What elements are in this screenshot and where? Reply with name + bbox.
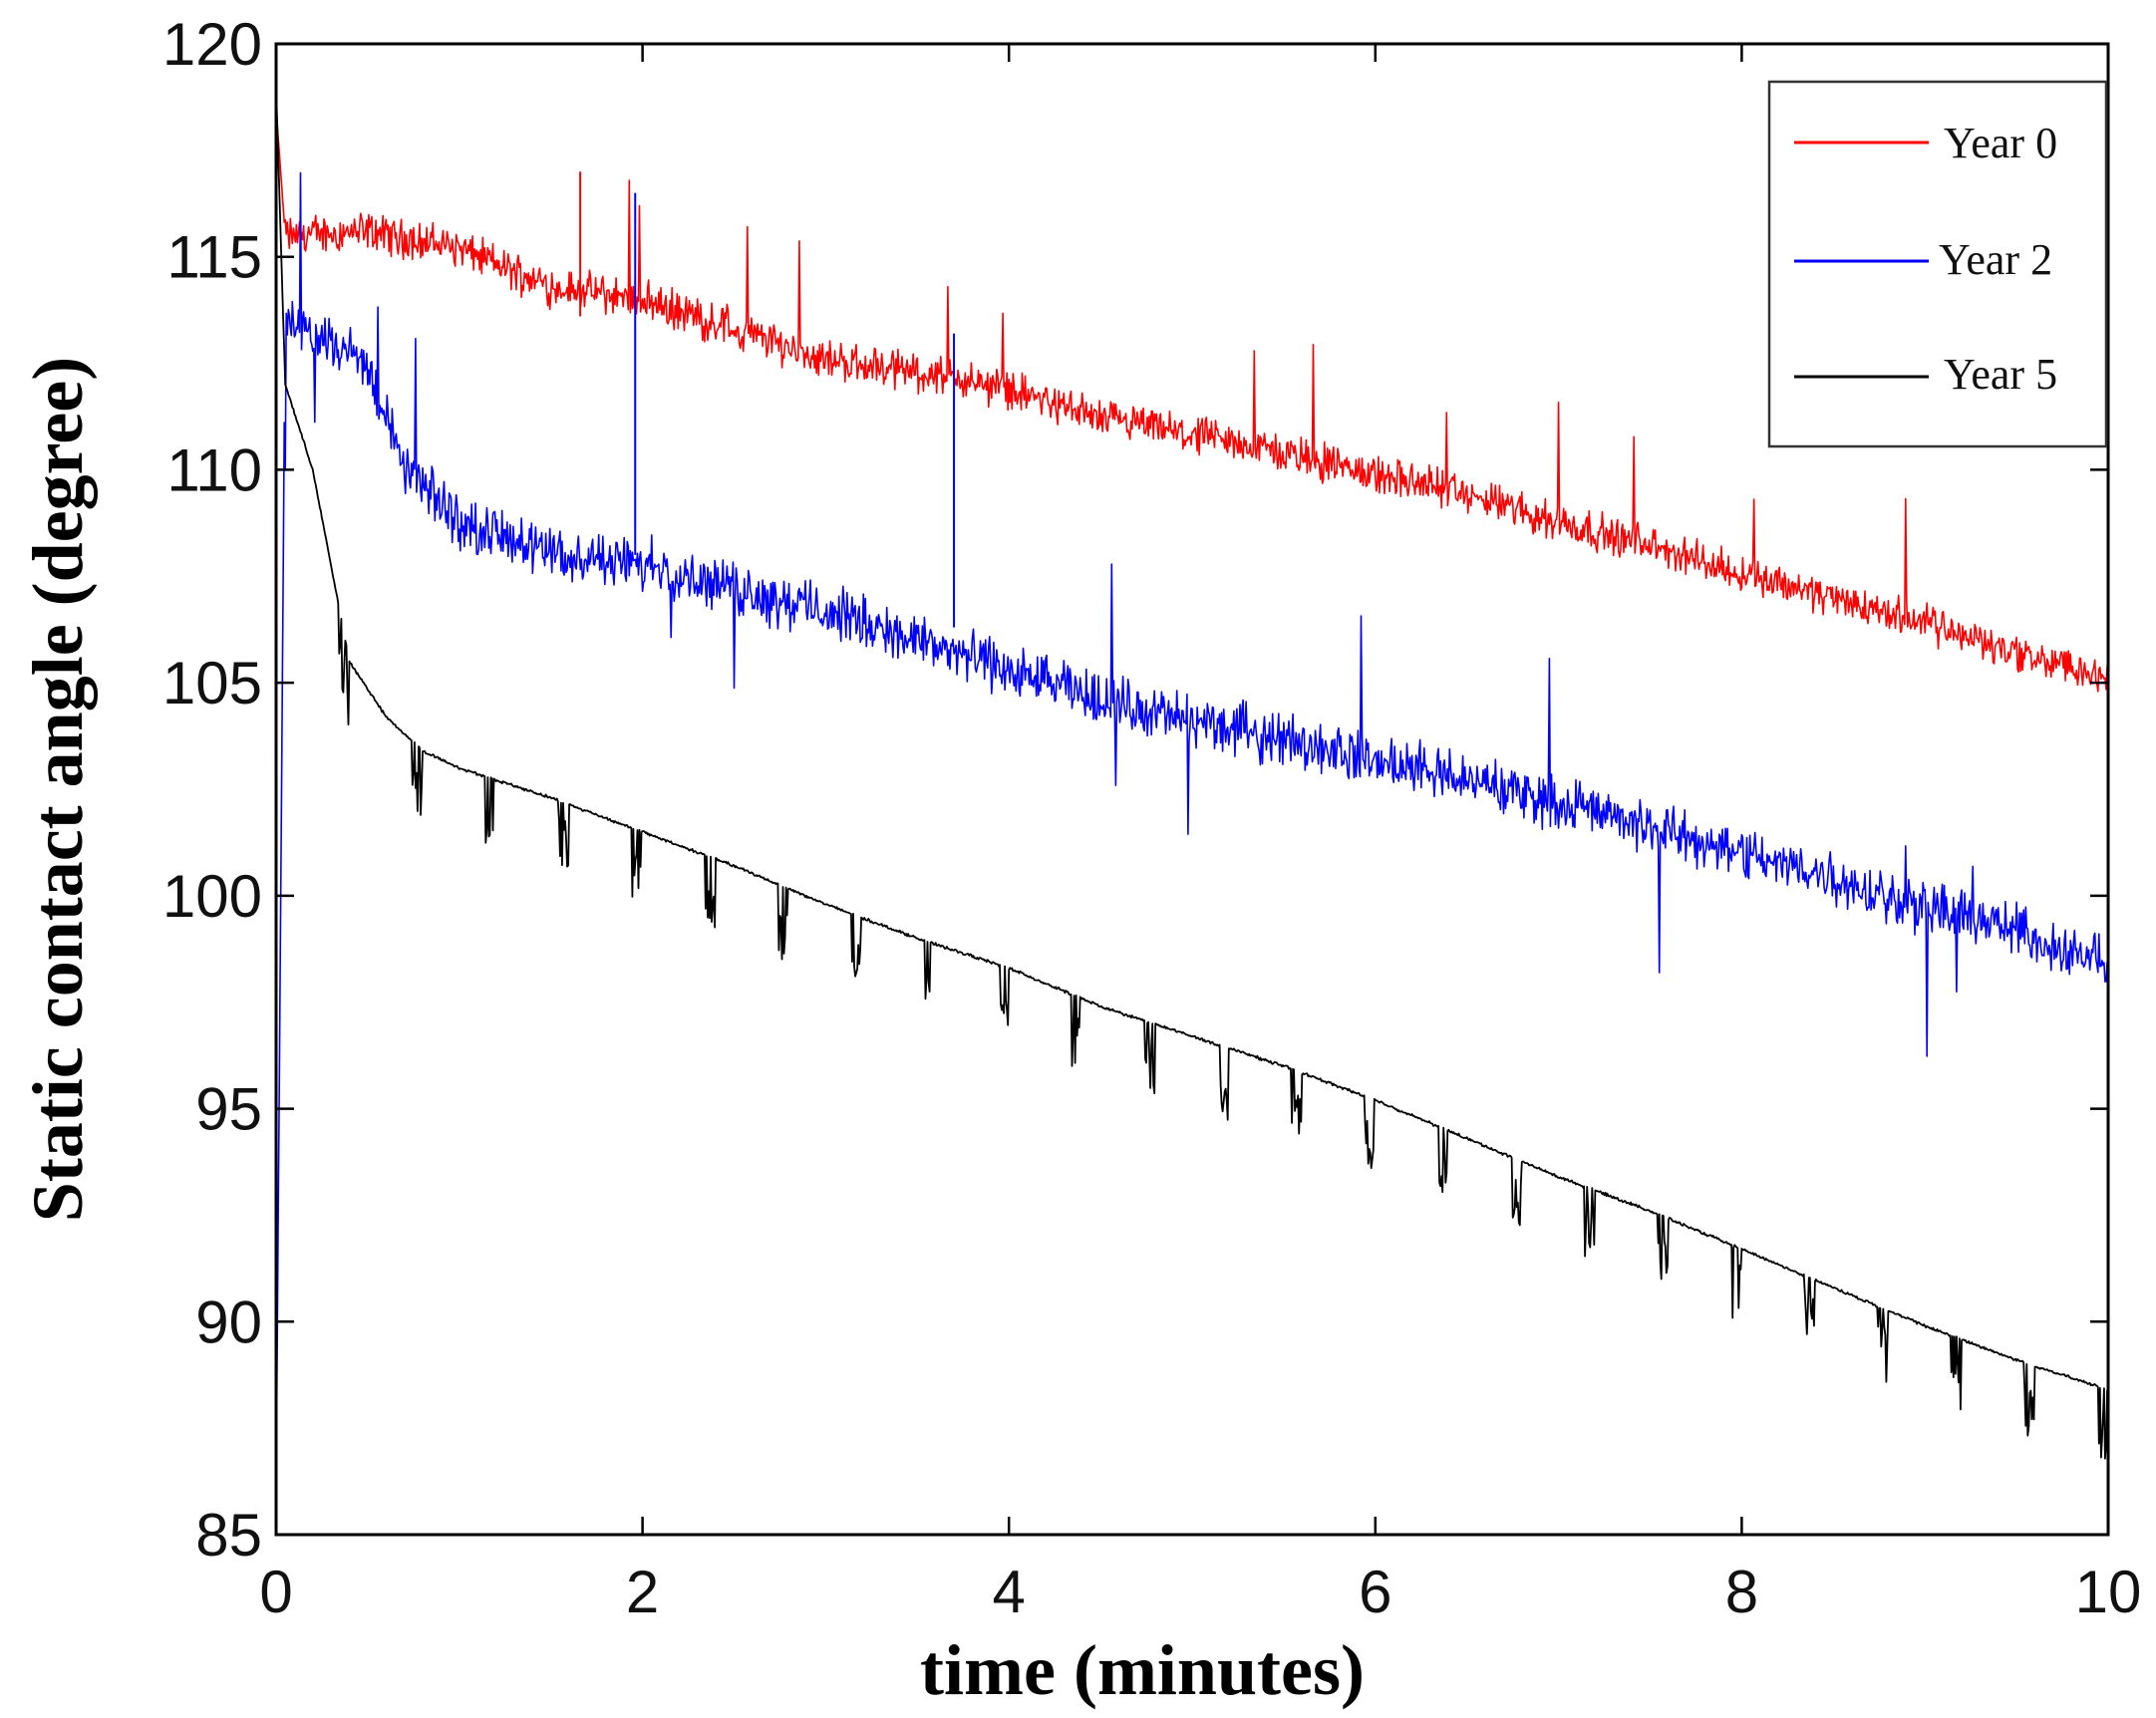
y-tick-label: 110: [166, 436, 262, 503]
legend-label-year-2: Year 2: [1939, 235, 2052, 284]
y-axis-title: Static contact angle (degree): [18, 357, 98, 1222]
legend-label-year-0: Year 0: [1944, 119, 2057, 167]
y-tick-label: 105: [162, 650, 262, 716]
plot-frame: [274, 42, 2110, 1537]
y-tick-label: 120: [162, 11, 262, 78]
series-line-year-0: [275, 108, 2109, 693]
x-tick-label: 4: [993, 1559, 1026, 1625]
legend-label-year-5: Year 5: [1944, 350, 2057, 399]
x-axis-title: time (minutes): [920, 1630, 1365, 1710]
y-tick-label: 90: [195, 1288, 262, 1355]
y-tick-label: 115: [166, 224, 262, 291]
legend: Year 0 Year 2 Year 5: [1767, 80, 2108, 448]
y-tick-label: 100: [162, 863, 262, 930]
x-tick-label: 10: [2075, 1559, 2142, 1625]
y-tick-label: 85: [195, 1502, 262, 1569]
x-tick-label: 0: [259, 1559, 292, 1625]
series-layer: [275, 86, 2109, 1535]
x-tick-label: 6: [1359, 1559, 1391, 1625]
series-line-year-2: [275, 171, 2109, 1493]
x-tick-label: 8: [1725, 1559, 1758, 1625]
y-tick-label: 95: [195, 1076, 262, 1143]
series-line-year-5: [275, 86, 2109, 1460]
ticks-layer: 0 2 4 6 8 10 85 90 95 100 105 110 115 120: [162, 11, 2141, 1625]
x-tick-label: 2: [626, 1559, 659, 1625]
